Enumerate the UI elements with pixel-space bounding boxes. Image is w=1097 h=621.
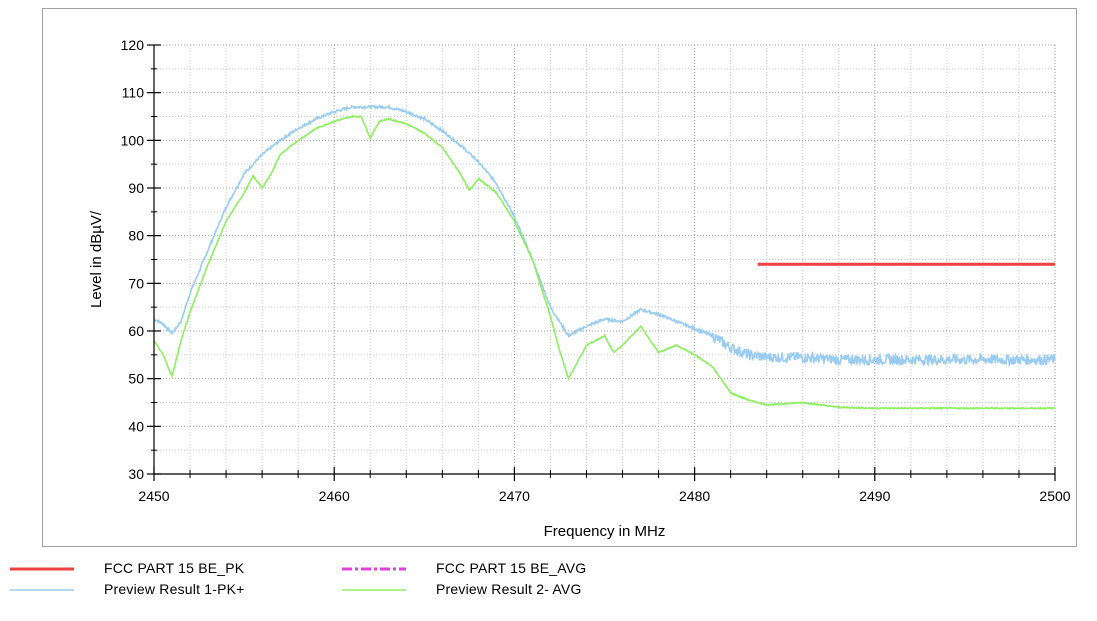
y-tick-label: 110 bbox=[122, 85, 145, 101]
legend-label-preview-pk: Preview Result 1-PK+ bbox=[104, 581, 245, 597]
series-line-preview-pk bbox=[153, 104, 1056, 368]
legend-item-fcc-pk: FCC PART 15 BE_PK bbox=[10, 559, 244, 577]
legend-label-fcc-pk: FCC PART 15 BE_PK bbox=[104, 560, 245, 576]
y-tick-label: 40 bbox=[128, 418, 144, 434]
legend-item-preview-pk: Preview Result 1-PK+ bbox=[10, 580, 245, 598]
legend-swatch-fcc-pk bbox=[10, 562, 74, 574]
legend-label-preview-avg: Preview Result 2- AVG bbox=[436, 581, 582, 597]
legend-swatch-preview-pk bbox=[10, 583, 74, 595]
y-tick-label: 60 bbox=[128, 323, 144, 339]
y-tick-label: 120 bbox=[121, 37, 145, 53]
legend-label-fcc-avg: FCC PART 15 BE_AVG bbox=[436, 560, 587, 576]
tick-labels: 30 40 50 60 70 80 90 100 110 120 2450 2460 2470 2480 2… bbox=[121, 37, 1071, 504]
axes bbox=[147, 44, 1056, 481]
y-tick-label: 30 bbox=[128, 466, 144, 482]
y-tick-label: 50 bbox=[128, 371, 144, 387]
series-layer bbox=[153, 104, 1056, 411]
y-tick-label: 70 bbox=[128, 275, 144, 291]
x-tick-label: 2460 bbox=[319, 488, 350, 504]
y-axis-label: Level in dBµV/ bbox=[88, 210, 105, 308]
y-tick-label: 90 bbox=[128, 180, 144, 196]
y-tick-label: 100 bbox=[121, 132, 145, 148]
x-tick-label: 2480 bbox=[679, 488, 710, 504]
x-tick-label: 2450 bbox=[138, 488, 169, 504]
x-axis-label: Frequency in MHz bbox=[544, 523, 666, 540]
y-tick-label: 80 bbox=[128, 228, 144, 244]
chart: 30 40 50 60 70 80 90 100 110 120 2450 2460 2470 2480 2… bbox=[88, 37, 1071, 540]
chart-frame: 30 40 50 60 70 80 90 100 110 120 2450 2460 2470 2480 2… bbox=[42, 8, 1077, 547]
grid bbox=[153, 44, 1056, 475]
x-tick-label: 2500 bbox=[1039, 488, 1070, 504]
legend: FCC PART 15 BE_PK FCC PART 15 BE_AVG Pre… bbox=[0, 553, 1097, 621]
x-tick-label: 2470 bbox=[499, 488, 530, 504]
legend-swatch-preview-avg bbox=[342, 583, 406, 595]
series-line-preview-avg bbox=[153, 114, 1056, 411]
legend-swatch-fcc-avg bbox=[342, 562, 406, 574]
x-tick-label: 2490 bbox=[859, 488, 890, 504]
legend-item-fcc-avg: FCC PART 15 BE_AVG bbox=[342, 559, 586, 577]
legend-item-preview-avg: Preview Result 2- AVG bbox=[342, 580, 582, 598]
